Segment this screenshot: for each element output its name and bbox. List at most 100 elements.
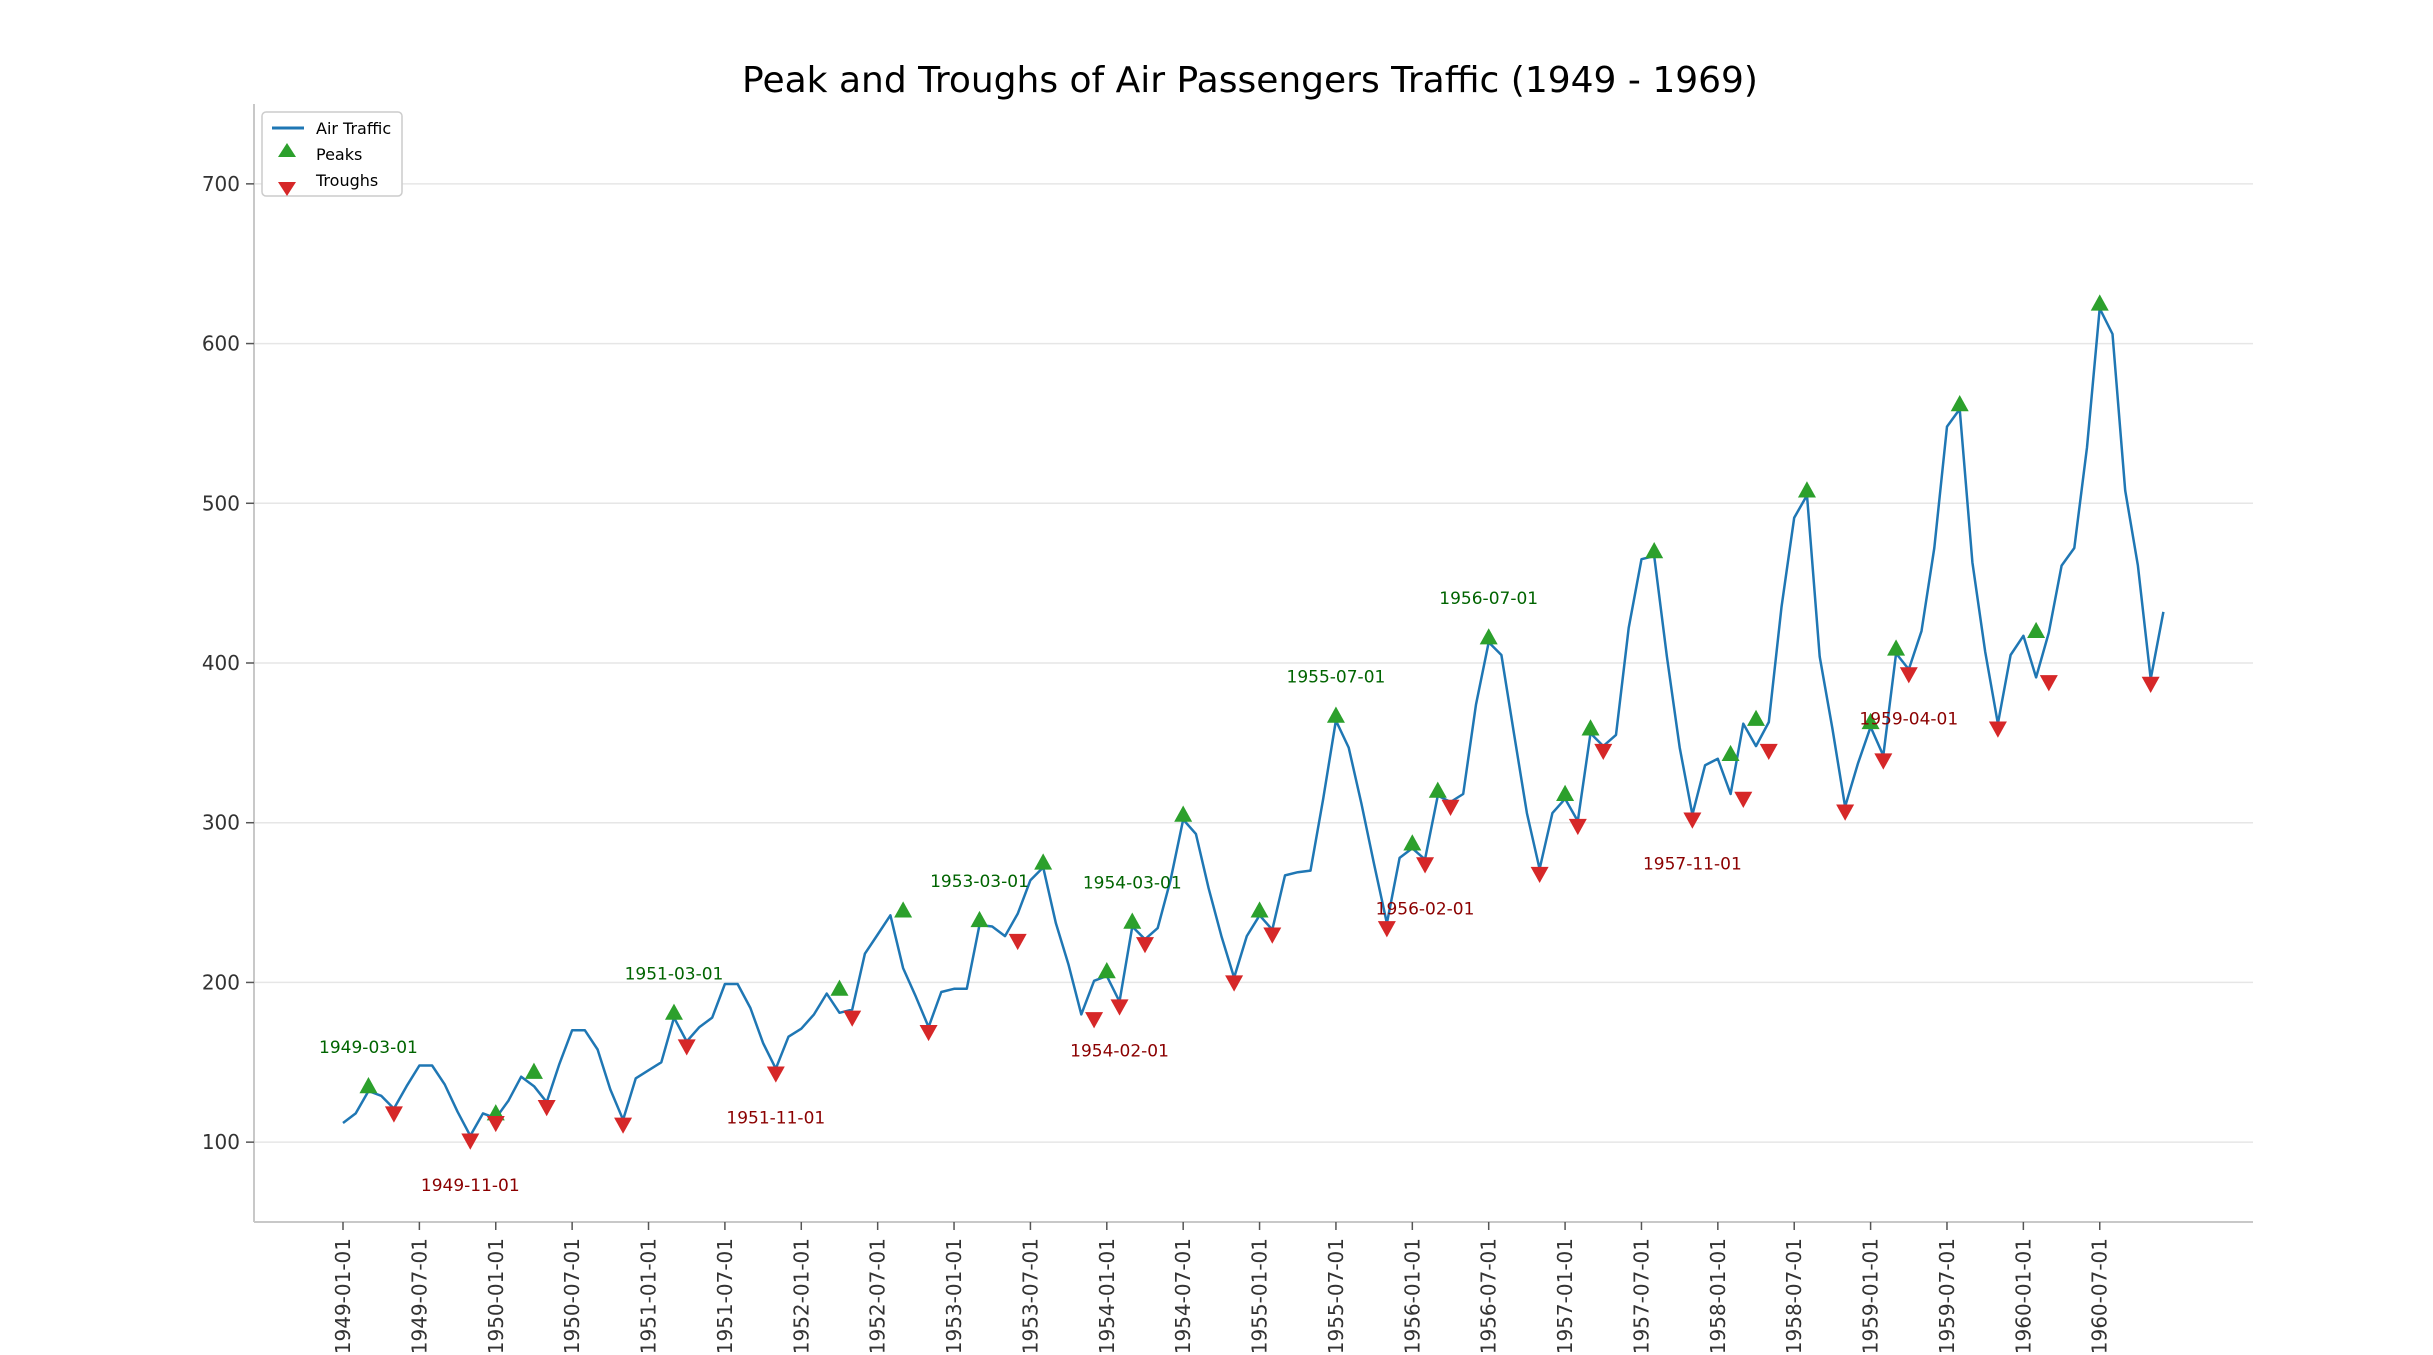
peak-marker bbox=[1034, 853, 1053, 870]
trough-marker bbox=[843, 1010, 862, 1027]
trough-marker bbox=[537, 1100, 556, 1117]
trough-marker bbox=[1874, 753, 1893, 770]
peak-marker bbox=[524, 1062, 543, 1079]
trough-marker bbox=[1416, 857, 1435, 874]
trough-marker bbox=[1110, 999, 1129, 1016]
trough-marker bbox=[766, 1066, 785, 1083]
x-tick-label: 1957-01-01 bbox=[1553, 1238, 1577, 1354]
peak-annotation: 1951-03-01 bbox=[625, 965, 724, 985]
legend-swatch-peaks bbox=[278, 143, 296, 157]
trough-marker bbox=[919, 1024, 938, 1042]
peak-marker bbox=[1887, 639, 1906, 656]
peak-marker bbox=[970, 910, 989, 928]
trough-marker bbox=[1008, 933, 1027, 951]
peak-marker bbox=[359, 1077, 378, 1094]
peak-annotation: 1954-03-01 bbox=[1083, 874, 1182, 894]
trough-marker bbox=[1135, 937, 1154, 954]
x-tick-label: 1953-01-01 bbox=[942, 1238, 966, 1354]
trough-marker bbox=[384, 1106, 403, 1123]
y-tick-label: 100 bbox=[202, 1130, 240, 1154]
x-tick-label: 1958-01-01 bbox=[1706, 1238, 1730, 1354]
peak-marker bbox=[1326, 706, 1345, 723]
peak-marker bbox=[1861, 712, 1880, 730]
x-tick-label: 1952-01-01 bbox=[789, 1238, 813, 1354]
trough-marker bbox=[1530, 866, 1549, 884]
y-tick-label: 300 bbox=[202, 811, 240, 835]
peak-marker bbox=[830, 979, 849, 996]
trough-marker bbox=[1899, 667, 1918, 684]
series-line-air-traffic bbox=[342, 307, 2165, 1138]
trough-marker bbox=[1441, 799, 1460, 816]
series-lines bbox=[342, 307, 2165, 1138]
legend: Air Traffic Peaks Troughs bbox=[261, 111, 403, 197]
x-tick-label: 1960-07-01 bbox=[2088, 1238, 2112, 1354]
peak-marker bbox=[1479, 628, 1498, 645]
y-tick-label: 400 bbox=[202, 651, 240, 675]
x-tick-label: 1958-07-01 bbox=[1782, 1238, 1806, 1354]
trough-marker bbox=[2039, 675, 2058, 692]
x-tick-label: 1952-07-01 bbox=[866, 1238, 890, 1354]
y-tick-label: 600 bbox=[202, 332, 240, 356]
x-tick-label: 1950-01-01 bbox=[484, 1238, 508, 1354]
trough-marker bbox=[1225, 975, 1244, 992]
peak-marker bbox=[1581, 719, 1600, 736]
x-tick-label: 1949-01-01 bbox=[331, 1238, 355, 1354]
trough-marker bbox=[1759, 743, 1778, 761]
trough-marker bbox=[486, 1115, 505, 1133]
peak-marker bbox=[1123, 912, 1142, 929]
y-axis-ticks: 100 200 300 400 500 600 700 bbox=[202, 172, 254, 1154]
peak-marker bbox=[2090, 294, 2109, 311]
x-tick-label: 1951-07-01 bbox=[713, 1238, 737, 1354]
peak-marker bbox=[1747, 709, 1766, 726]
trough-marker bbox=[1683, 812, 1702, 829]
legend-swatch-troughs bbox=[278, 182, 296, 196]
peak-marker bbox=[1950, 395, 1969, 412]
trough-annotation: 1954-02-01 bbox=[1070, 1042, 1169, 1062]
legend-box bbox=[261, 111, 403, 197]
peak-annotation: 1953-03-01 bbox=[930, 872, 1029, 892]
peak-marker bbox=[894, 901, 913, 918]
peak-marker bbox=[1556, 784, 1575, 801]
y-tick-label: 200 bbox=[202, 970, 240, 994]
x-tick-label: 1951-01-01 bbox=[637, 1238, 661, 1354]
x-tick-label: 1954-07-01 bbox=[1171, 1238, 1195, 1354]
annotations: 1949-03-01 1951-03-01 1953-03-01 1954-03-01… bbox=[319, 589, 1958, 1196]
chart-title: Peak and Troughs of Air Passengers Traff… bbox=[742, 60, 1758, 101]
legend-label-troughs: Troughs bbox=[315, 171, 378, 190]
legend-label-air-traffic: Air Traffic bbox=[316, 119, 391, 138]
peak-marker bbox=[1250, 901, 1269, 918]
x-tick-label: 1956-01-01 bbox=[1400, 1238, 1424, 1354]
trough-marker bbox=[1377, 921, 1396, 938]
trough-marker bbox=[1594, 743, 1613, 761]
peak-annotation: 1955-07-01 bbox=[1287, 667, 1386, 687]
peak-marker bbox=[1428, 781, 1447, 798]
peak-marker bbox=[1097, 962, 1116, 979]
trough-marker bbox=[1734, 791, 1753, 808]
x-tick-label: 1959-01-01 bbox=[1859, 1238, 1883, 1354]
legend-label-peaks: Peaks bbox=[316, 145, 362, 164]
peak-marker bbox=[664, 1003, 683, 1020]
peak-marker bbox=[1645, 541, 1664, 559]
peak-annotation: 1949-03-01 bbox=[319, 1038, 418, 1058]
x-tick-label: 1954-01-01 bbox=[1095, 1238, 1119, 1354]
peak-marker bbox=[2027, 621, 2046, 639]
trough-annotation: 1959-04-01 bbox=[1859, 709, 1958, 729]
trough-marker bbox=[1263, 927, 1282, 944]
y-tick-label: 700 bbox=[202, 172, 240, 196]
trough-marker bbox=[2141, 676, 2160, 693]
trough-annotation: 1957-11-01 bbox=[1643, 855, 1742, 875]
peak-annotation: 1956-07-01 bbox=[1439, 589, 1538, 609]
x-tick-label: 1950-07-01 bbox=[560, 1238, 584, 1354]
x-axis-ticks: 1949-01-01 1949-07-01 1950-01-01 1950-07-01… bbox=[331, 1222, 2112, 1354]
peak-marker bbox=[1403, 834, 1422, 851]
peak-marker bbox=[1174, 805, 1193, 822]
x-tick-label: 1959-07-01 bbox=[1935, 1238, 1959, 1354]
trough-marker bbox=[614, 1117, 633, 1134]
x-tick-label: 1949-07-01 bbox=[407, 1238, 431, 1354]
trough-marker bbox=[1568, 818, 1587, 836]
series-markers bbox=[359, 294, 2160, 1150]
x-tick-label: 1957-07-01 bbox=[1629, 1238, 1653, 1354]
peak-marker bbox=[1721, 744, 1740, 762]
trough-marker bbox=[1836, 804, 1855, 821]
